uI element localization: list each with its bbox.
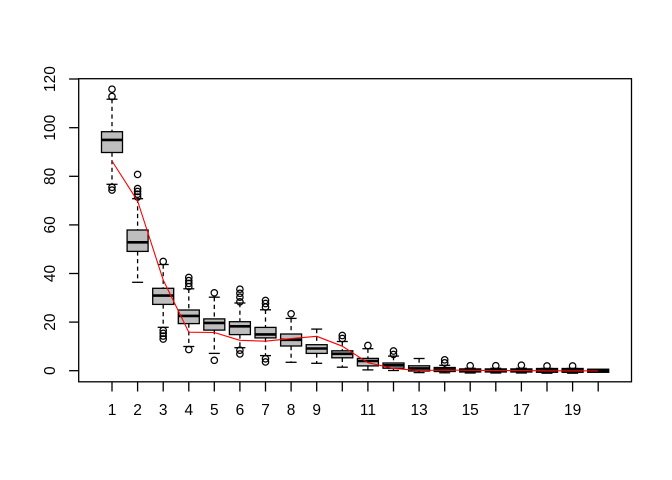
svg-text:40: 40 bbox=[42, 265, 59, 283]
svg-text:7: 7 bbox=[261, 402, 270, 419]
svg-text:19: 19 bbox=[564, 402, 581, 419]
svg-text:2: 2 bbox=[133, 402, 142, 419]
svg-text:80: 80 bbox=[42, 167, 59, 185]
svg-text:9: 9 bbox=[312, 402, 321, 419]
svg-text:0: 0 bbox=[42, 366, 59, 375]
svg-text:120: 120 bbox=[42, 66, 59, 92]
svg-text:60: 60 bbox=[42, 216, 59, 234]
svg-text:17: 17 bbox=[513, 402, 530, 419]
svg-text:4: 4 bbox=[184, 402, 193, 419]
svg-text:6: 6 bbox=[236, 402, 245, 419]
svg-text:20: 20 bbox=[42, 313, 59, 331]
svg-text:3: 3 bbox=[159, 402, 168, 419]
svg-text:8: 8 bbox=[287, 402, 296, 419]
svg-text:1: 1 bbox=[108, 402, 117, 419]
svg-text:15: 15 bbox=[462, 402, 479, 419]
svg-text:13: 13 bbox=[410, 402, 427, 419]
svg-text:11: 11 bbox=[360, 402, 376, 419]
svg-text:5: 5 bbox=[210, 402, 219, 419]
svg-text:100: 100 bbox=[42, 114, 59, 140]
